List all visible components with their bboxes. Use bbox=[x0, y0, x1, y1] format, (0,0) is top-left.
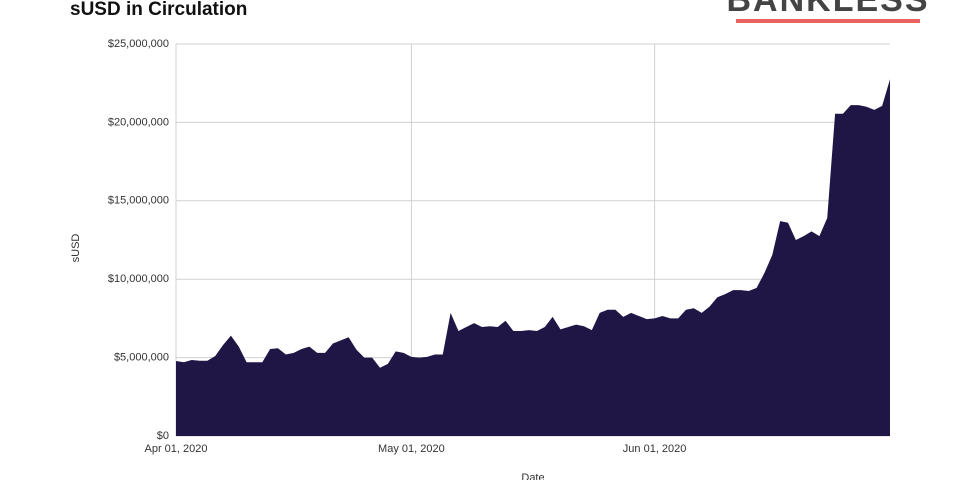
x-tick-label: Apr 01, 2020 bbox=[145, 443, 208, 455]
y-tick-label: $20,000,000 bbox=[108, 116, 169, 128]
y-tick-label: $10,000,000 bbox=[108, 273, 169, 285]
logo-underline bbox=[736, 19, 920, 23]
x-axis-label: Date bbox=[521, 472, 544, 480]
y-tick-label: $25,000,000 bbox=[108, 38, 169, 50]
area bbox=[176, 79, 890, 436]
x-tick-label: May 01, 2020 bbox=[378, 443, 445, 455]
logo: BANKLESS bbox=[726, 0, 929, 19]
y-tick-label: $0 bbox=[157, 430, 169, 442]
y-axis-label: sUSD bbox=[70, 234, 82, 263]
chart-title: sUSD in Circulation bbox=[70, 0, 247, 20]
y-tick-label: $5,000,000 bbox=[114, 352, 169, 364]
x-tick-label: Jun 01, 2020 bbox=[623, 443, 687, 455]
y-tick-label: $15,000,000 bbox=[108, 195, 169, 207]
